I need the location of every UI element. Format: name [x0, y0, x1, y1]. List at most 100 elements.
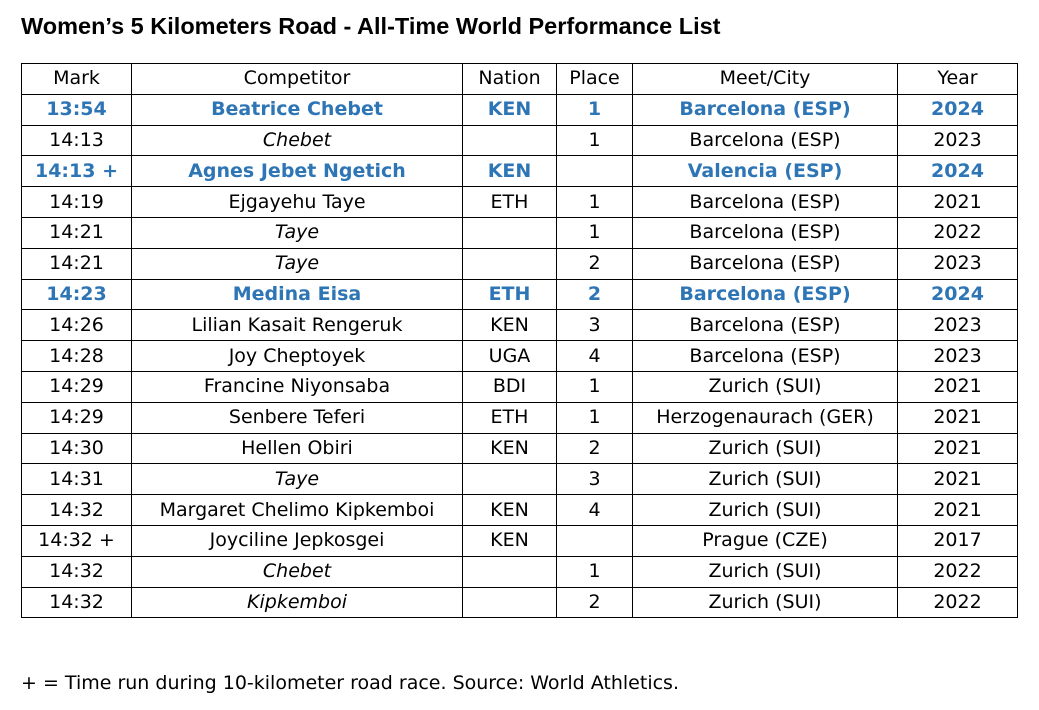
cell-year: 2021: [897, 370, 1018, 403]
table-row: 14:28 Joy Cheptoyek UGA 4 Barcelona (ESP) 202…: [21, 340, 1018, 372]
cell-place: 1: [556, 401, 633, 434]
cell-year: 2021: [897, 432, 1018, 465]
cell-year: 2023: [897, 309, 1018, 342]
cell-place: 1: [556, 93, 633, 126]
table-row: 14:26 Lilian Kasait Rengeruk KEN 3 Barcelona…: [21, 309, 1018, 342]
cell-place: 1: [556, 124, 633, 157]
cell-year: 2022: [897, 555, 1018, 588]
table-header-row: Mark Competitor Nation Place Meet/City Y…: [21, 63, 1018, 95]
cell-nation: [462, 247, 557, 280]
cell-competitor: Taye: [131, 247, 463, 280]
cell-meet-city: Zurich (SUI): [632, 432, 898, 465]
cell-competitor: Taye: [131, 463, 463, 496]
cell-mark: 14:30: [21, 432, 132, 465]
table-row: 14:30 Hellen Obiri KEN 2 Zurich (SUI) 2021: [21, 432, 1018, 465]
cell-mark: 14:13: [21, 124, 132, 157]
cell-place: 4: [556, 494, 633, 526]
cell-mark: 14:13 +: [21, 155, 132, 188]
cell-nation: BDI: [462, 370, 557, 403]
table-row: 14:23 Medina Eisa ETH 2 Barcelona (ESP) 2024: [21, 278, 1018, 311]
header-competitor: Competitor: [131, 63, 463, 95]
table-row: 14:13 + Agnes Jebet Ngetich KEN Valencia (E…: [21, 155, 1018, 188]
cell-place: 2: [556, 586, 633, 619]
cell-mark: 14:28: [21, 340, 132, 372]
cell-place: 1: [556, 555, 633, 588]
cell-place: 1: [556, 186, 633, 218]
table-row: 14:32 Chebet 1 Zurich (SUI) 2022: [21, 555, 1018, 588]
table-row: 14:21 Taye 1 Barcelona (ESP) 2022: [21, 216, 1018, 249]
cell-nation: [462, 463, 557, 496]
cell-meet-city: Barcelona (ESP): [632, 247, 898, 280]
header-meet-city: Meet/City: [632, 63, 898, 95]
cell-year: 2022: [897, 586, 1018, 619]
header-year: Year: [897, 63, 1018, 95]
cell-meet-city: Barcelona (ESP): [632, 186, 898, 218]
table-row: 14:32 + Joyciline Jepkosgei KEN Prague (CZE…: [21, 524, 1018, 557]
cell-competitor: Chebet: [131, 555, 463, 588]
cell-meet-city: Barcelona (ESP): [632, 340, 898, 372]
cell-mark: 14:21: [21, 216, 132, 249]
cell-meet-city: Zurich (SUI): [632, 555, 898, 588]
table-row: 14:32 Margaret Chelimo Kipkemboi KEN 4 Zuric…: [21, 494, 1018, 526]
cell-meet-city: Barcelona (ESP): [632, 309, 898, 342]
cell-place: [556, 155, 633, 188]
cell-nation: [462, 555, 557, 588]
cell-nation: ETH: [462, 401, 557, 434]
cell-competitor: Taye: [131, 216, 463, 249]
table-row: 14:29 Francine Niyonsaba BDI 1 Zurich (SUI) 2…: [21, 370, 1018, 403]
cell-competitor: Beatrice Chebet: [131, 93, 463, 126]
cell-year: 2022: [897, 216, 1018, 249]
cell-mark: 14:29: [21, 401, 132, 434]
cell-competitor: Chebet: [131, 124, 463, 157]
cell-place: 2: [556, 432, 633, 465]
performance-table: Mark Competitor Nation Place Meet/City Y…: [21, 63, 1018, 619]
cell-competitor: Medina Eisa: [131, 278, 463, 311]
cell-year: 2023: [897, 340, 1018, 372]
cell-year: 2021: [897, 401, 1018, 434]
table-row: 14:19 Ejgayehu Taye ETH 1 Barcelona (ESP) 202…: [21, 186, 1018, 218]
cell-mark: 14:26: [21, 309, 132, 342]
cell-mark: 14:32: [21, 494, 132, 526]
cell-year: 2023: [897, 247, 1018, 280]
cell-meet-city: Valencia (ESP): [632, 155, 898, 188]
table-row: 14:13 Chebet 1 Barcelona (ESP) 2023: [21, 124, 1018, 157]
page-title: Women’s 5 Kilometers Road - All-Time Wor…: [21, 13, 721, 39]
table-body: 13:54 Beatrice Chebet KEN 1 Barcelona (ESP) 2…: [21, 93, 1018, 619]
table-row: 14:31 Taye 3 Zurich (SUI) 2021: [21, 463, 1018, 496]
cell-mark: 14:32: [21, 586, 132, 619]
header-nation: Nation: [462, 63, 557, 95]
cell-mark: 14:31: [21, 463, 132, 496]
header-mark: Mark: [21, 63, 132, 95]
cell-nation: KEN: [462, 309, 557, 342]
cell-mark: 14:21: [21, 247, 132, 280]
cell-nation: KEN: [462, 155, 557, 188]
cell-year: 2023: [897, 124, 1018, 157]
cell-competitor: Agnes Jebet Ngetich: [131, 155, 463, 188]
cell-place: 1: [556, 216, 633, 249]
cell-mark: 14:32: [21, 555, 132, 588]
table-row: 14:32 Kipkemboi 2 Zurich (SUI) 2022: [21, 586, 1018, 619]
cell-competitor: Senbere Teferi: [131, 401, 463, 434]
cell-competitor: Margaret Chelimo Kipkemboi: [131, 494, 463, 526]
cell-place: 3: [556, 463, 633, 496]
cell-meet-city: Zurich (SUI): [632, 370, 898, 403]
cell-competitor: Hellen Obiri: [131, 432, 463, 465]
header-place: Place: [556, 63, 633, 95]
cell-year: 2021: [897, 494, 1018, 526]
cell-meet-city: Barcelona (ESP): [632, 93, 898, 126]
table-row: 14:21 Taye 2 Barcelona (ESP) 2023: [21, 247, 1018, 280]
cell-nation: ETH: [462, 278, 557, 311]
table-row: 14:29 Senbere Teferi ETH 1 Herzogenaurach (G…: [21, 401, 1018, 434]
cell-nation: KEN: [462, 93, 557, 126]
cell-place: 2: [556, 278, 633, 311]
cell-nation: KEN: [462, 524, 557, 557]
cell-competitor: Francine Niyonsaba: [131, 370, 463, 403]
cell-nation: [462, 124, 557, 157]
cell-year: 2021: [897, 186, 1018, 218]
cell-year: 2024: [897, 155, 1018, 188]
cell-mark: 14:32 +: [21, 524, 132, 557]
cell-mark: 13:54: [21, 93, 132, 126]
cell-mark: 14:29: [21, 370, 132, 403]
cell-meet-city: Barcelona (ESP): [632, 278, 898, 311]
cell-year: 2017: [897, 524, 1018, 557]
